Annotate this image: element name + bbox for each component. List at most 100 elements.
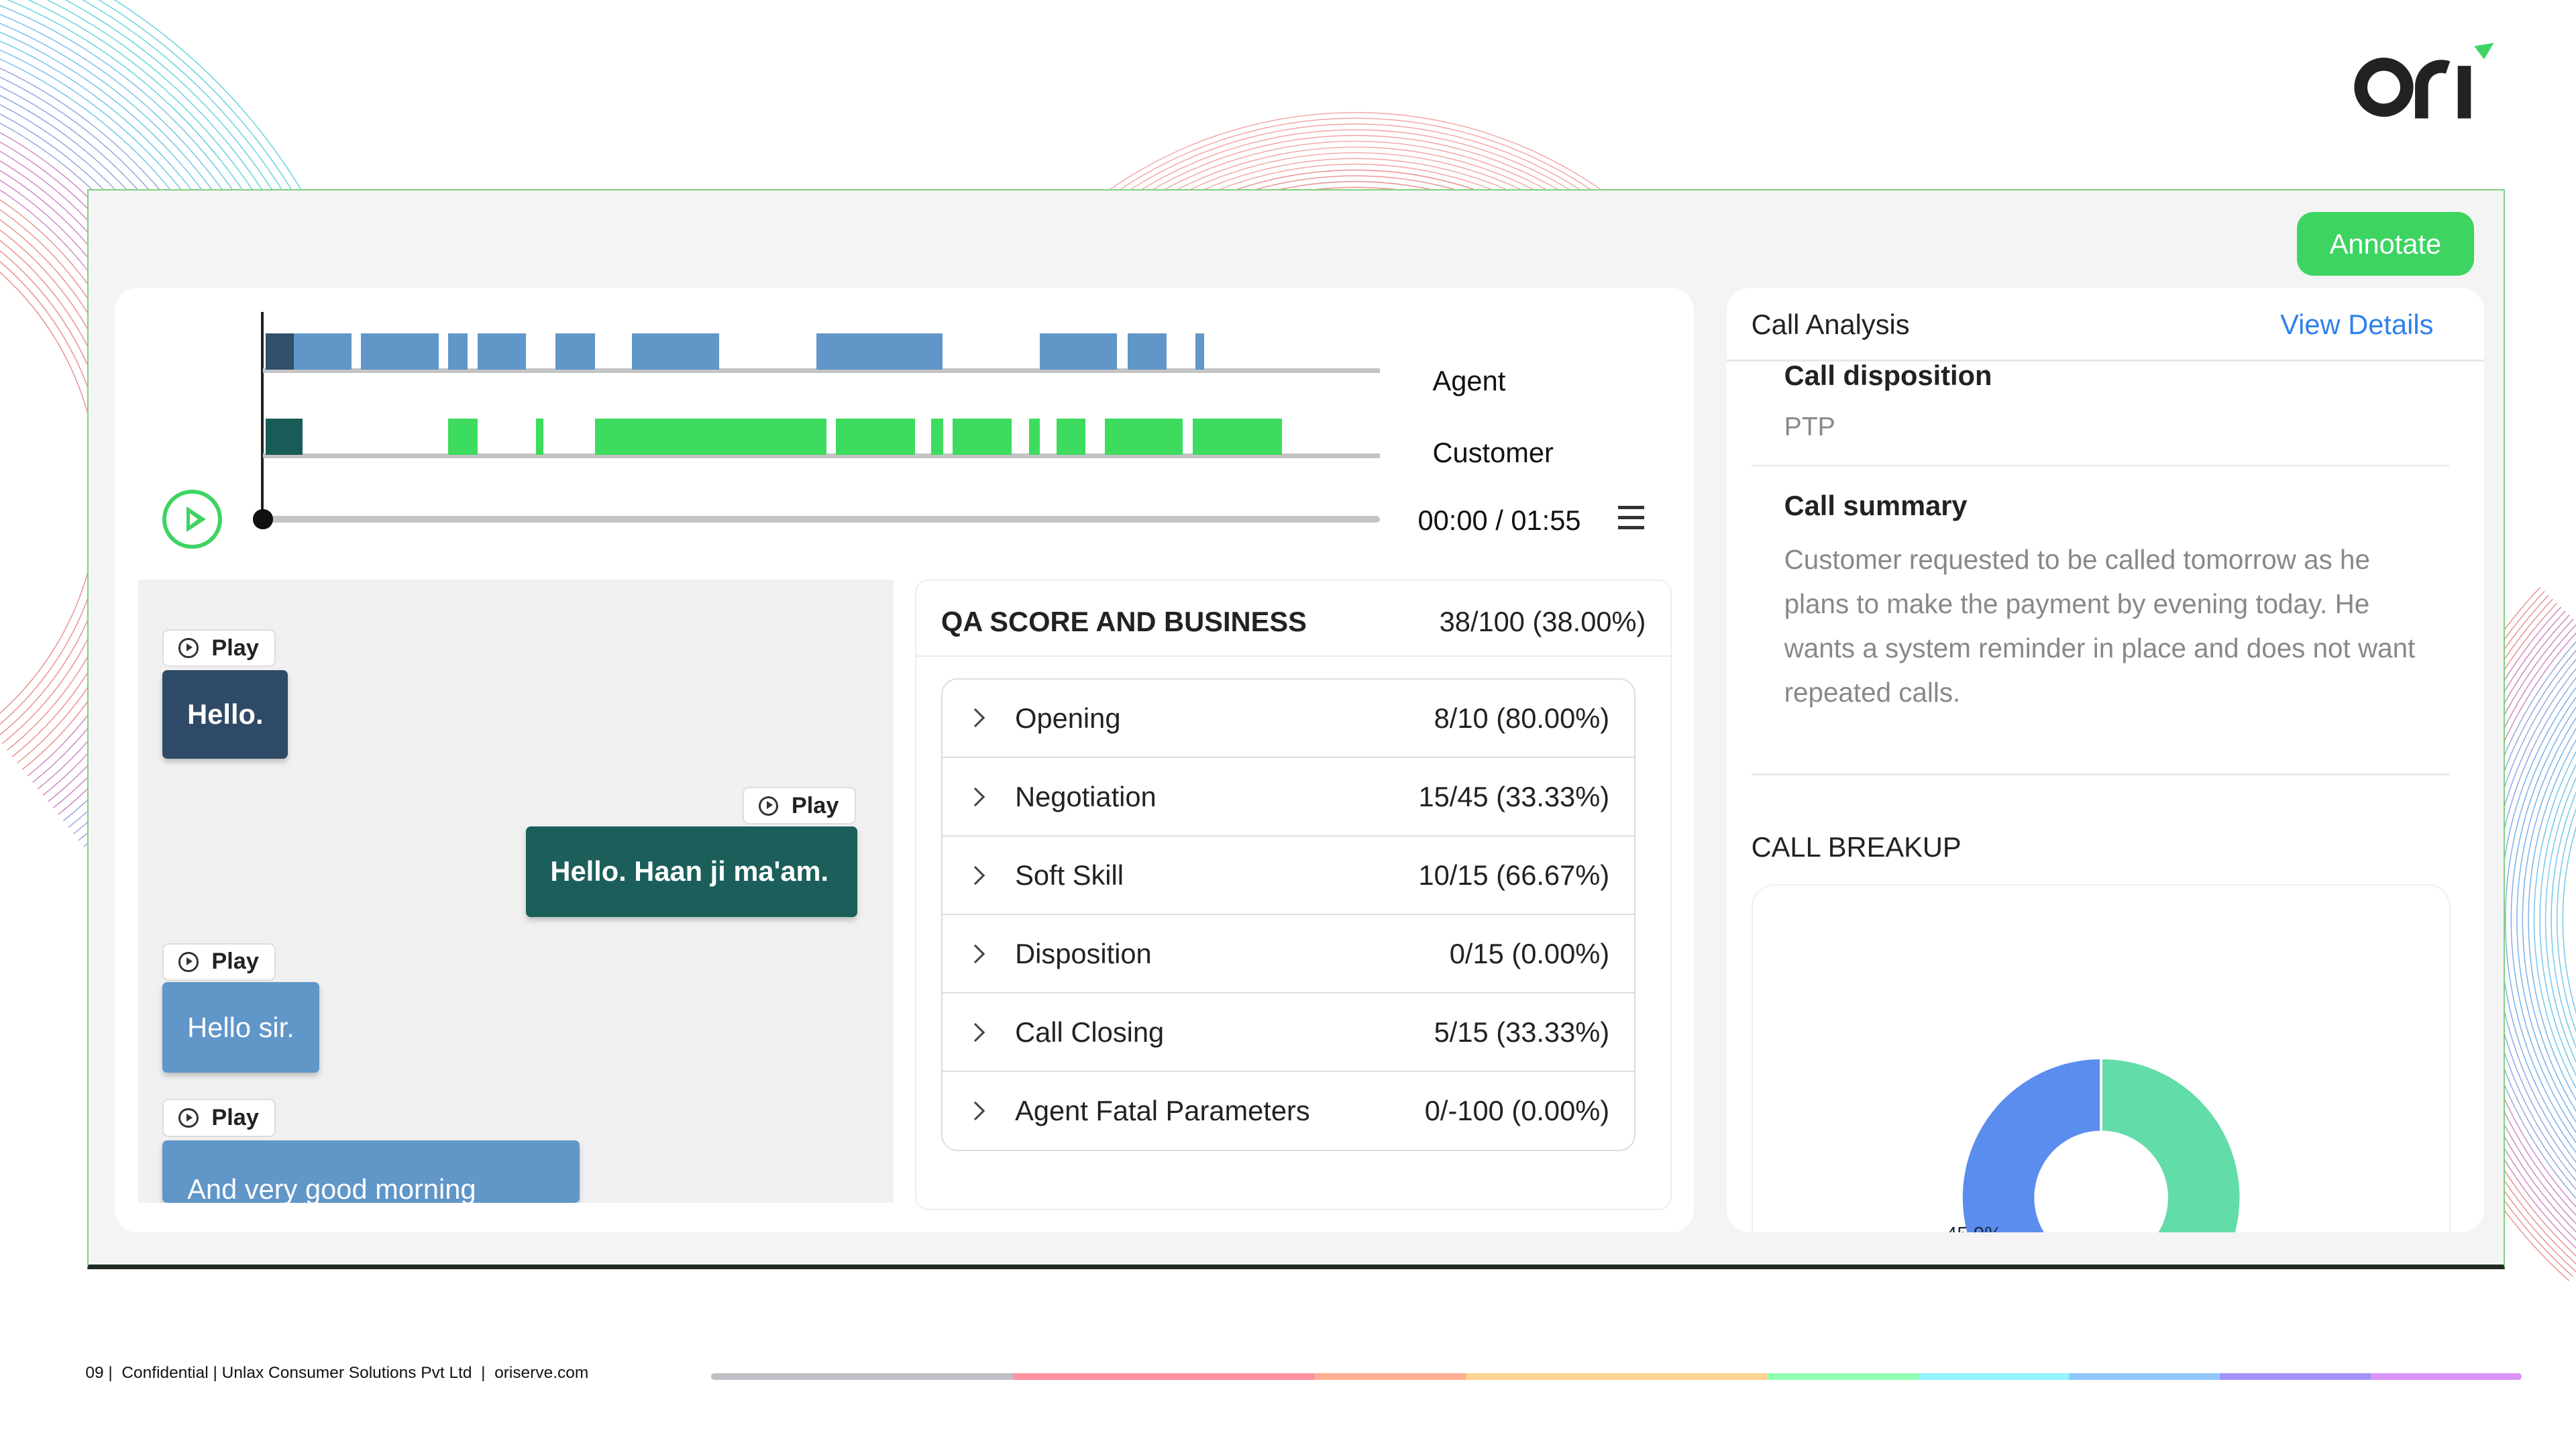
customer-speech-segment[interactable] [1105, 419, 1183, 455]
qa-row-disposition[interactable]: Disposition 0/15 (0.00%) [942, 915, 1634, 994]
play-circle-icon [178, 638, 199, 658]
play-message-button[interactable]: Play [162, 1099, 276, 1137]
agent-speech-segment[interactable] [555, 333, 596, 370]
donut-slice[interactable] [2065, 1056, 2242, 1232]
play-message-button[interactable]: Play [162, 629, 276, 667]
qa-row-call-closing[interactable]: Call Closing 5/15 (33.33%) [942, 994, 1634, 1073]
color-bar-segment [1767, 1373, 1919, 1381]
decorative-arc [1109, 123, 1599, 205]
customer-speech-segment[interactable] [1192, 419, 1282, 455]
agent-speech-segment[interactable] [448, 333, 468, 370]
agent-track [262, 368, 1381, 373]
decorative-arc [2522, 728, 2576, 1112]
decorative-arc [1112, 129, 1596, 209]
menu-icon[interactable] [1618, 506, 1645, 529]
qa-row-name: Opening [1015, 702, 1121, 734]
qa-row-negotiation[interactable]: Negotiation 15/45 (33.33%) [942, 758, 1634, 837]
decorative-arc [1116, 135, 1593, 214]
qa-row-opening[interactable]: Opening 8/10 (80.00%) [942, 680, 1634, 759]
qa-row-name: Call Closing [1015, 1016, 1165, 1048]
decorative-arc [2533, 751, 2576, 1089]
chevron-right-icon [965, 865, 985, 885]
decorative-arc [1106, 117, 1603, 200]
call-breakup-title: CALL BREAKUP [1751, 831, 1962, 863]
call-breakup-chart-box: 45.9%54.1% [1751, 883, 2451, 1232]
customer-speech-segment[interactable] [1029, 419, 1040, 455]
customer-speech-segment[interactable] [595, 419, 826, 455]
play-label: Play [211, 635, 259, 661]
play-circle-icon [178, 952, 199, 972]
agent-speech-segment[interactable] [361, 333, 439, 370]
customer-speech-segment[interactable] [952, 419, 1012, 455]
qa-row-name: Agent Fatal Parameters [1015, 1094, 1310, 1126]
view-details-link[interactable]: View Details [2280, 309, 2434, 341]
agent-speech-segment[interactable] [266, 333, 294, 370]
agent-speech-segment[interactable] [816, 333, 943, 370]
decorative-arc [2516, 717, 2576, 1123]
color-bar-segment [2220, 1373, 2371, 1381]
qa-row-score: 5/15 (33.33%) [1434, 1016, 1610, 1048]
qa-total-score: 38/100 (38.00%) [1439, 606, 1646, 638]
decorative-arc [2544, 777, 2576, 1063]
agent-track-label: Agent [1432, 364, 1506, 396]
call-breakup-donut-chart: 45.9%54.1% [1946, 1056, 2242, 1232]
qa-row-score: 10/15 (66.67%) [1418, 859, 1610, 891]
decorative-arc [2539, 763, 2576, 1077]
progress-slider[interactable] [262, 515, 1381, 523]
qa-row-name: Negotiation [1015, 780, 1157, 812]
agent-speech-segment[interactable] [632, 333, 720, 370]
chevron-right-icon [965, 1022, 985, 1042]
footer: 09 | Confidential | Unlax Consumer Solut… [85, 1363, 589, 1382]
play-message-button[interactable]: Play [742, 787, 856, 825]
qa-row-agent-fatal-parameters[interactable]: Agent Fatal Parameters 0/-100 (0.00%) [943, 1072, 1634, 1149]
qa-row-score: 0/-100 (0.00%) [1424, 1094, 1610, 1126]
color-bar-segment [1013, 1373, 1165, 1381]
decorative-arc [1102, 112, 1606, 196]
decorative-arc [1122, 146, 1586, 223]
decorative-arc [1119, 140, 1589, 219]
color-bar-segment [1314, 1373, 1466, 1381]
customer-speech-segment[interactable] [931, 419, 943, 455]
call-analysis-panel: Call Analysis View Details Call disposit… [1726, 287, 2484, 1232]
customer-speech-segment[interactable] [535, 419, 544, 455]
play-message-button[interactable]: Play [162, 943, 276, 981]
agent-speech-segment[interactable] [477, 333, 527, 370]
customer-track [262, 453, 1381, 459]
message-bubble: Hello. Haan ji ma'am. [525, 826, 858, 917]
customer-speech-segment[interactable] [1056, 419, 1086, 455]
message-bubble: And very good morning [162, 1140, 580, 1203]
decorative-arc [2557, 808, 2576, 1032]
color-bar-segment [711, 1373, 863, 1381]
call-summary-text: Customer requested to be called tomorrow… [1784, 543, 2416, 708]
qa-row-name: Soft Skill [1015, 859, 1124, 891]
customer-speech-segment[interactable] [448, 419, 478, 455]
agent-speech-segment[interactable] [1040, 333, 1117, 370]
qa-row-soft-skill[interactable]: Soft Skill 10/15 (66.67%) [942, 837, 1634, 916]
donut-slice[interactable] [1960, 1056, 2102, 1232]
customer-track-label: Customer [1432, 437, 1554, 469]
agent-speech-segment[interactable] [294, 333, 352, 370]
color-bar-segment [1164, 1373, 1315, 1381]
play-label: Play [211, 949, 259, 975]
annotate-button[interactable]: Annotate [2296, 211, 2475, 276]
progress-knob[interactable] [253, 509, 273, 529]
qa-row-score: 8/10 (80.00%) [1434, 702, 1610, 734]
chevron-right-icon [965, 944, 985, 964]
agent-speech-segment[interactable] [1127, 333, 1167, 370]
chevron-right-icon [965, 1101, 985, 1121]
play-label: Play [791, 792, 839, 818]
play-button[interactable] [162, 489, 222, 549]
customer-speech-segment[interactable] [836, 419, 915, 455]
qa-title: QA SCORE AND BUSINESS [941, 606, 1307, 638]
message-bubble: Hello sir. [162, 982, 319, 1073]
decorative-arc [2528, 739, 2576, 1101]
agent-speech-segment[interactable] [1195, 333, 1205, 370]
ori-logo [2354, 42, 2494, 119]
customer-speech-segment[interactable] [266, 419, 303, 455]
footer-confidential: Confidential | Unlax Consumer Solutions … [121, 1363, 472, 1382]
chevron-right-icon [965, 708, 985, 728]
qa-row-score: 0/15 (0.00%) [1449, 937, 1610, 969]
transcript-panel[interactable]: Play Hello. Play Hello. Haan ji ma'am. P… [138, 580, 894, 1203]
play-circle-icon [178, 1108, 199, 1128]
decorative-arc [2551, 791, 2576, 1049]
